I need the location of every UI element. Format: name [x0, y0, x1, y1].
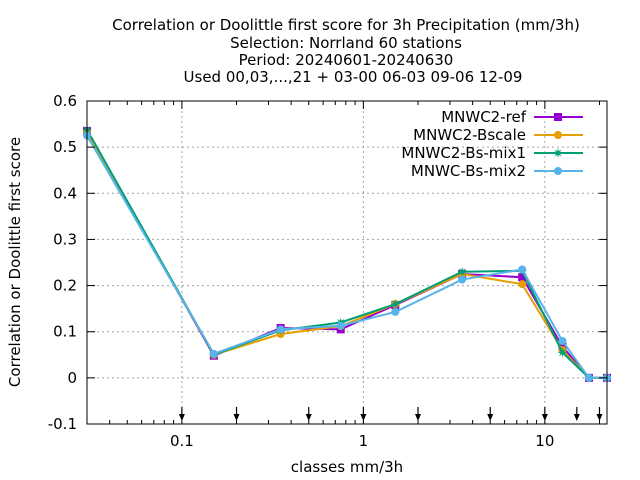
data-point — [391, 307, 400, 316]
legend-label: MNWC2-ref — [441, 108, 526, 126]
y-tick-label: 0.6 — [53, 92, 77, 110]
class-limit-arrowhead — [487, 414, 494, 421]
chart-title: Correlation or Doolittle first score for… — [112, 16, 580, 86]
legend: MNWC2-refMNWC2-BscaleMNWC2-Bs-mix1MNWC-B… — [401, 108, 583, 180]
y-tick-label: 0.2 — [53, 277, 77, 295]
series-line — [86, 135, 607, 379]
series-line — [86, 129, 607, 379]
series-line — [86, 131, 607, 379]
y-tick-label: 0 — [67, 369, 77, 387]
legend-label: MNWC2-Bscale — [413, 126, 526, 144]
data-point — [557, 347, 568, 358]
title-line-2: Selection: Norrland 60 stations — [230, 34, 462, 52]
class-limit-arrowhead — [596, 414, 603, 421]
class-limit-arrows — [178, 407, 603, 421]
y-tick-label: 0.5 — [53, 138, 77, 156]
plot-frame — [86, 100, 608, 425]
data-point — [558, 336, 567, 345]
data-point — [209, 349, 218, 358]
data-point — [518, 273, 527, 282]
title-line-4: Used 00,03,...,21 + 03-00 06-03 09-06 12… — [184, 68, 523, 86]
title-line-3: Period: 20240601-20240630 — [239, 51, 454, 69]
class-limit-arrowhead — [415, 414, 422, 421]
legend-marker — [554, 167, 562, 175]
legend-label: MNWC-Bs-mix2 — [411, 162, 526, 180]
legend-marker — [554, 113, 562, 121]
data-point — [276, 325, 285, 334]
y-axis-label: Correlation or Doolittle first score — [6, 137, 24, 387]
data-point — [518, 280, 527, 289]
series-line — [86, 130, 607, 379]
legend-label: MNWC2-Bs-mix1 — [401, 144, 526, 162]
y-tick-label: -0.1 — [48, 415, 77, 433]
data-point — [584, 373, 593, 382]
grid — [87, 100, 607, 425]
data-point — [458, 275, 467, 284]
series-lines — [82, 124, 612, 383]
data-point — [457, 266, 468, 277]
class-limit-arrowhead — [233, 414, 240, 421]
y-tick-label: 0.3 — [53, 230, 77, 248]
x-tick-label: 0.1 — [170, 432, 194, 450]
x-tick-label: 1 — [359, 432, 369, 450]
data-point — [336, 321, 345, 330]
axis-ticks: -0.1 0 0.1 0.2 0.3 0.4 0.5 0.6 0.1 1 10 — [48, 92, 607, 450]
y-tick-label: 0.1 — [53, 323, 77, 341]
legend-marker — [554, 131, 562, 139]
x-tick-label: 10 — [535, 432, 554, 450]
data-point — [390, 299, 401, 310]
data-point — [518, 265, 527, 274]
legend-marker — [553, 148, 563, 158]
title-line-1: Correlation or Doolittle first score for… — [112, 16, 580, 34]
class-limit-arrowhead — [573, 414, 580, 421]
class-limit-arrowhead — [305, 414, 312, 421]
y-tick-label: 0.4 — [53, 184, 77, 202]
x-axis-label: classes mm/3h — [291, 458, 403, 476]
